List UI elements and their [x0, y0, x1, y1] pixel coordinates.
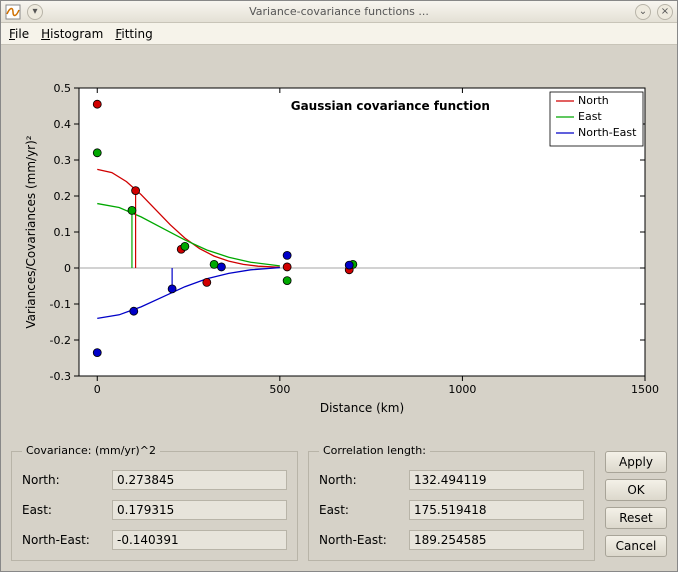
chart-container: 0 500 1000 1500 -0.3 -0.2 -0.1 0 0.1 0.2 0.3 0.4 0.5…	[11, 51, 667, 445]
window-title: Variance-covariance functions ...	[49, 5, 629, 18]
reset-button[interactable]: Reset	[605, 507, 667, 529]
menu-dropdown-icon[interactable]: ▾	[27, 4, 43, 20]
close-icon[interactable]: ×	[657, 4, 673, 20]
covariance-east-input[interactable]	[112, 500, 287, 520]
svg-text:0.2: 0.2	[54, 190, 72, 203]
corrlen-group: Correlation length: North: East: North-E…	[308, 451, 595, 561]
svg-text:0: 0	[94, 383, 101, 396]
covariance-ne-label: North-East:	[22, 533, 112, 547]
menu-file-rest: ile	[15, 27, 29, 41]
button-column: Apply OK Reset Cancel	[605, 451, 667, 561]
covariance-ne-input[interactable]	[112, 530, 287, 550]
svg-text:0.1: 0.1	[54, 226, 72, 239]
content: 0 500 1000 1500 -0.3 -0.2 -0.1 0 0.1 0.2 0.3 0.4 0.5…	[1, 45, 677, 571]
svg-text:1000: 1000	[448, 383, 476, 396]
ok-button[interactable]: OK	[605, 479, 667, 501]
bottom-panel: Covariance: (mm/yr)^2 North: East: North…	[11, 445, 667, 561]
menu-file[interactable]: File	[9, 27, 29, 41]
cancel-button[interactable]: Cancel	[605, 535, 667, 557]
covariance-north-input[interactable]	[112, 470, 287, 490]
minimize-icon[interactable]: ⌄	[635, 4, 651, 20]
corrlen-ne-label: North-East:	[319, 533, 409, 547]
corrlen-east-input[interactable]	[409, 500, 584, 520]
covariance-group-title: Covariance: (mm/yr)^2	[22, 444, 160, 457]
apply-button[interactable]: Apply	[605, 451, 667, 473]
svg-text:Distance (km): Distance (km)	[320, 401, 404, 415]
titlebar: ▾ Variance-covariance functions ... ⌄ ×	[1, 1, 677, 23]
menu-fit-rest: itting	[121, 27, 152, 41]
svg-text:-0.2: -0.2	[50, 334, 71, 347]
menu-fitting[interactable]: Fitting	[115, 27, 152, 41]
svg-text:500: 500	[269, 383, 290, 396]
covariance-east-label: East:	[22, 503, 112, 517]
svg-text:Variances/Covariances (mm/yr)²: Variances/Covariances (mm/yr)²	[24, 135, 38, 328]
menubar: File Histogram Fitting	[1, 23, 677, 45]
corrlen-north-input[interactable]	[409, 470, 584, 490]
app-window: ▾ Variance-covariance functions ... ⌄ × …	[0, 0, 678, 572]
svg-text:0.5: 0.5	[54, 82, 72, 95]
menu-hist-rest: istogram	[50, 27, 103, 41]
menu-histogram[interactable]: Histogram	[41, 27, 103, 41]
corrlen-ne-input[interactable]	[409, 530, 584, 550]
svg-text:0: 0	[64, 262, 71, 275]
svg-text:North: North	[578, 94, 609, 107]
svg-text:1500: 1500	[631, 383, 659, 396]
svg-text:North-East: North-East	[578, 126, 637, 139]
corrlen-group-title: Correlation length:	[319, 444, 430, 457]
svg-text:East: East	[578, 110, 602, 123]
covariance-north-label: North:	[22, 473, 112, 487]
corrlen-north-label: North:	[319, 473, 409, 487]
svg-text:-0.3: -0.3	[50, 370, 71, 383]
app-icon	[5, 4, 21, 20]
corrlen-east-label: East:	[319, 503, 409, 517]
svg-text:Gaussian covariance function: Gaussian covariance function	[291, 99, 490, 113]
covariance-group: Covariance: (mm/yr)^2 North: East: North…	[11, 451, 298, 561]
svg-text:0.4: 0.4	[54, 118, 72, 131]
covariance-chart: 0 500 1000 1500 -0.3 -0.2 -0.1 0 0.1 0.2 0.3 0.4 0.5…	[19, 78, 659, 418]
svg-text:0.3: 0.3	[54, 154, 72, 167]
svg-text:-0.1: -0.1	[50, 298, 71, 311]
